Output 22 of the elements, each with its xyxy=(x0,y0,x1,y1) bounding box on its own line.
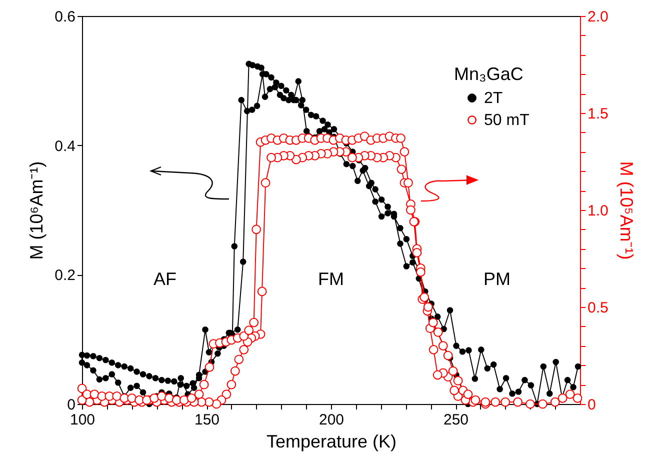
annotation: FM xyxy=(318,268,344,289)
y2-tick-label: 1.5 xyxy=(588,106,608,122)
x-axis-title: Temperature (K) xyxy=(266,432,397,452)
y2-axis-title: M (10⁵Am⁻¹) xyxy=(616,161,636,260)
legend-label: 2T xyxy=(484,90,503,107)
annotation: AF xyxy=(153,268,177,289)
y-tick-label: 0.2 xyxy=(54,267,76,284)
y2-tick-label: 0 xyxy=(588,396,596,414)
x-tick-label: 250 xyxy=(443,412,469,428)
y2-tick-label: 0.5 xyxy=(588,300,608,316)
legend-label: 50 mT xyxy=(484,112,530,129)
x-tick-label: 200 xyxy=(318,412,344,428)
y-tick-label: 0.6 xyxy=(54,8,76,26)
y-tick-label: 0 xyxy=(67,396,76,414)
y-tick-label: 0.4 xyxy=(54,138,76,155)
y2-tick-label: 1.0 xyxy=(588,202,608,220)
x-tick-label: 100 xyxy=(70,412,96,428)
y2-tick-label: 2.0 xyxy=(588,8,608,26)
legend-title: Mn₃GaC xyxy=(454,64,524,84)
annotation: PM xyxy=(484,268,510,289)
y-axis-title: M (10⁶Am⁻¹) xyxy=(26,161,47,260)
x-tick-label: 150 xyxy=(194,412,220,428)
